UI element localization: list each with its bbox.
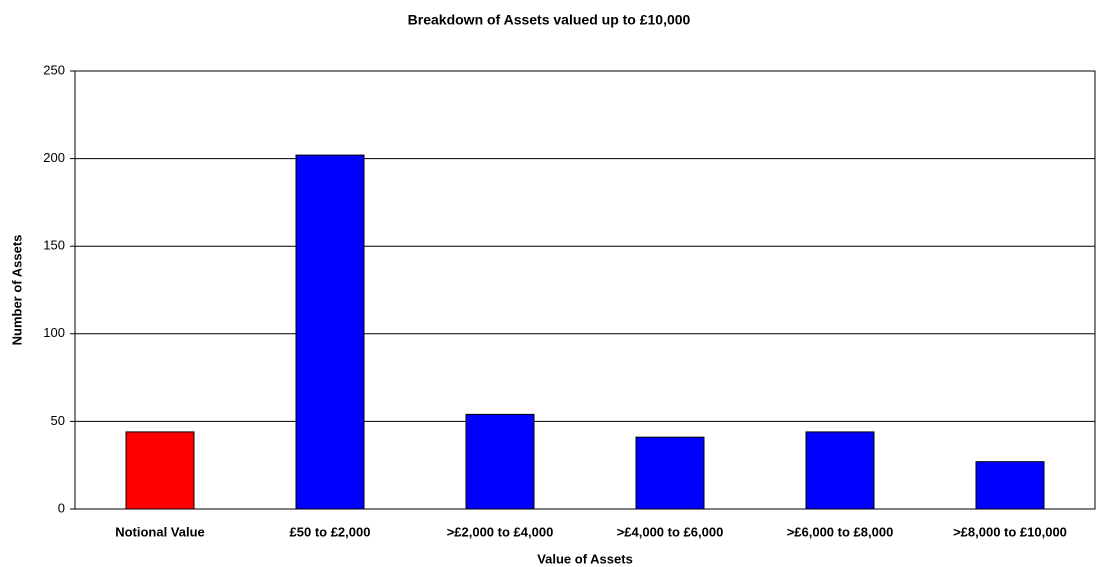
y-tick-label: 200: [43, 150, 65, 165]
x-tick-label: >£8,000 to £10,000: [953, 524, 1067, 539]
x-tick-label: >£6,000 to £8,000: [787, 524, 894, 539]
bar: [125, 431, 195, 510]
bar: [635, 436, 705, 510]
x-axis-label: Value of Assets: [537, 551, 633, 566]
plot-area: [74, 70, 1096, 510]
y-tick-label: 150: [43, 238, 65, 253]
x-tick-label: >£2,000 to £4,000: [447, 524, 554, 539]
bar: [465, 413, 535, 510]
y-tick-label: 50: [51, 413, 65, 428]
x-tick-label: Notional Value: [115, 524, 205, 539]
y-tick-label: 0: [58, 500, 65, 515]
x-tick-label: >£4,000 to £6,000: [617, 524, 724, 539]
chart-title: Breakdown of Assets valued up to £10,000: [408, 12, 691, 28]
bar: [295, 154, 365, 510]
bar: [805, 431, 875, 510]
y-tick-label: 100: [43, 325, 65, 340]
bar: [975, 461, 1045, 510]
x-tick-label: £50 to £2,000: [290, 524, 371, 539]
y-axis-label: Number of Assets: [9, 235, 24, 346]
y-tick-label: 250: [43, 62, 65, 77]
